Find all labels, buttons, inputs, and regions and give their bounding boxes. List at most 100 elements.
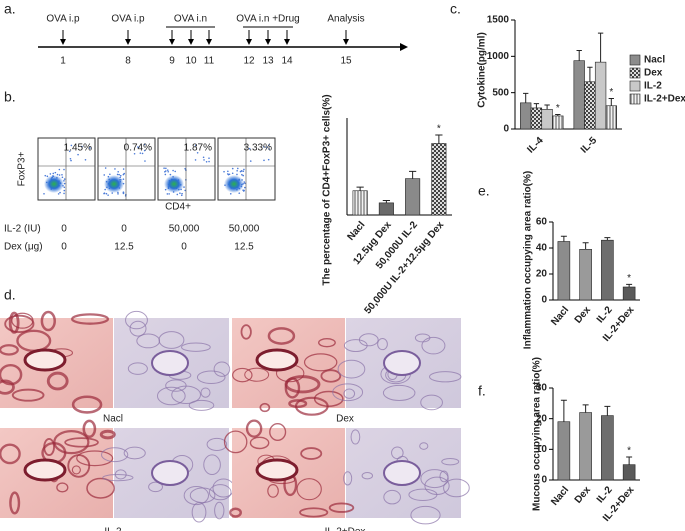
event-dot (166, 169, 169, 171)
tissue (244, 367, 270, 382)
bar (352, 190, 368, 216)
event-dot (61, 173, 63, 176)
tissue (267, 484, 279, 498)
timeline-arrow (400, 43, 408, 51)
tissue (229, 507, 242, 518)
tissue (361, 472, 374, 480)
bar (573, 60, 585, 130)
arrow-head (188, 39, 194, 45)
event-dot (267, 158, 270, 161)
legend-swatch (629, 67, 641, 79)
event-dot (184, 189, 186, 192)
event-dot (139, 152, 142, 154)
tissue (148, 481, 163, 493)
error-bar (604, 405, 611, 416)
arrow-head (125, 39, 131, 45)
row-cell: 50,000 (229, 224, 260, 235)
error-bar (544, 104, 550, 110)
x-tick-label: Nacl (345, 219, 367, 242)
event-dot (238, 192, 241, 194)
event-dot (205, 160, 208, 163)
bar (605, 105, 617, 130)
event-dot (104, 188, 106, 191)
tissue (9, 491, 21, 515)
tissue (43, 438, 55, 457)
event-dot (229, 192, 232, 195)
event-dot (117, 170, 119, 173)
tissue (0, 344, 19, 356)
airway (23, 348, 67, 372)
tissue (300, 447, 323, 460)
event-dot (63, 180, 65, 182)
tissue (296, 478, 322, 501)
density (224, 175, 244, 193)
tissue (240, 324, 252, 340)
error-bar (587, 66, 593, 82)
event-label: Analysis (327, 14, 364, 25)
panel-label: d. (4, 287, 16, 303)
y-tick-label: 60 (536, 217, 548, 228)
histology-label: Dex (336, 414, 354, 425)
tissue (101, 447, 129, 463)
error-bar (604, 237, 611, 241)
event-dot (43, 192, 45, 195)
tissue (337, 359, 366, 379)
tissue (267, 327, 296, 345)
row-cell: 0 (121, 224, 127, 235)
tissue (410, 505, 441, 525)
arrow-head (60, 39, 66, 45)
error-bar (626, 456, 633, 465)
tissue (382, 384, 416, 401)
row-cell: 12.5 (234, 242, 254, 253)
y-tick-label: 1500 (487, 15, 510, 26)
event-dot (195, 144, 197, 147)
bar (601, 415, 614, 481)
y-axis-label: The percentage of CD4+FoxP3+ cells(%) (322, 94, 333, 285)
y-tick-label: 0 (541, 475, 547, 486)
bar (552, 115, 564, 130)
tissue (127, 362, 148, 375)
event-dot (77, 153, 79, 156)
tissue (232, 367, 253, 383)
event-dot (183, 186, 185, 188)
tissue (441, 457, 460, 466)
tissue (420, 469, 449, 489)
event-dot (89, 147, 91, 149)
event-dot (84, 158, 87, 161)
event-dot (118, 173, 120, 176)
event-dot (241, 173, 243, 176)
event-dot (244, 186, 246, 189)
row-label: Dex (μg) (4, 242, 43, 253)
tissue (284, 377, 301, 399)
event-dot (122, 192, 125, 195)
y-tick-label: 0 (541, 295, 547, 306)
day-label: 1 (60, 56, 66, 67)
event-dot (263, 159, 265, 162)
day-label: 9 (169, 56, 175, 67)
y-tick-label: 1000 (487, 51, 510, 62)
tissue (294, 396, 329, 416)
tissue (299, 507, 329, 518)
day-label: 11 (204, 56, 215, 67)
event-dot (202, 156, 205, 159)
bar (405, 178, 421, 216)
event-dot (236, 170, 238, 172)
tissue (156, 386, 186, 406)
airway (383, 350, 421, 376)
event-dot (81, 145, 83, 148)
tissue (421, 336, 446, 355)
event-dot (70, 144, 73, 147)
x-tick-label: Dex (573, 484, 594, 505)
y-tick-label: 20 (536, 269, 548, 280)
tissue (303, 353, 338, 372)
gate-percent: 0.74% (124, 143, 152, 154)
tissue (71, 395, 103, 414)
bar (622, 286, 636, 301)
error-bar (560, 235, 567, 242)
event-dot (58, 174, 61, 176)
event-dot (122, 178, 125, 180)
tissue (102, 474, 134, 482)
event-dot (248, 147, 251, 150)
gate-percent: 3.33% (244, 143, 272, 154)
density (44, 175, 64, 193)
